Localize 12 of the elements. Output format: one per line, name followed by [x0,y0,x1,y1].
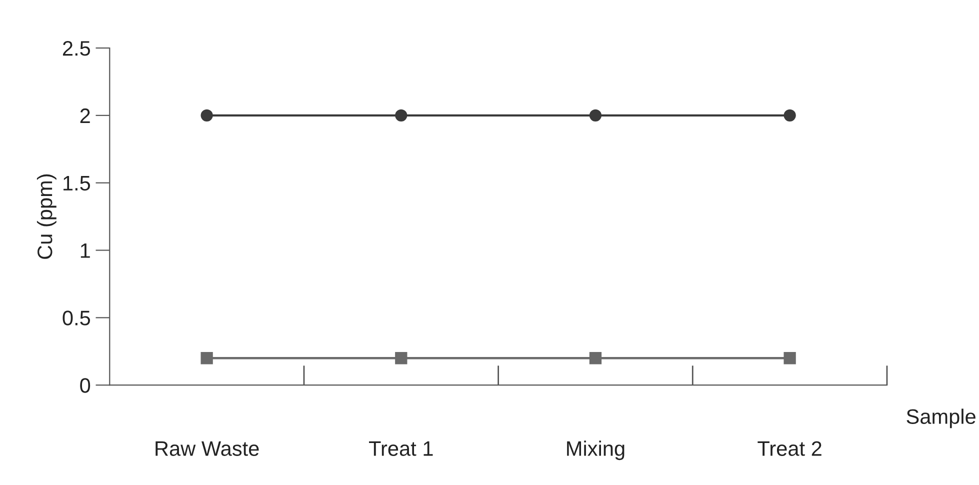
y-tick-label: 0.5 [62,310,90,326]
x-tick-label: Treat 1 [369,441,433,456]
y-tick-label: 2 [80,108,90,123]
y-axis-title: Cu (ppm) [36,174,56,259]
y-tick-label: 1.5 [64,176,90,191]
y-tick-label: 0 [80,378,90,393]
x-tick-label: Mixing [567,440,624,460]
y-tick-label: 1 [80,243,90,258]
y-tick-label: 2.5 [62,41,90,56]
x-tick-label: Raw Waste [156,441,259,456]
x-axis-title: Sample [906,408,976,428]
x-tick-label: Treat 2 [758,441,822,456]
